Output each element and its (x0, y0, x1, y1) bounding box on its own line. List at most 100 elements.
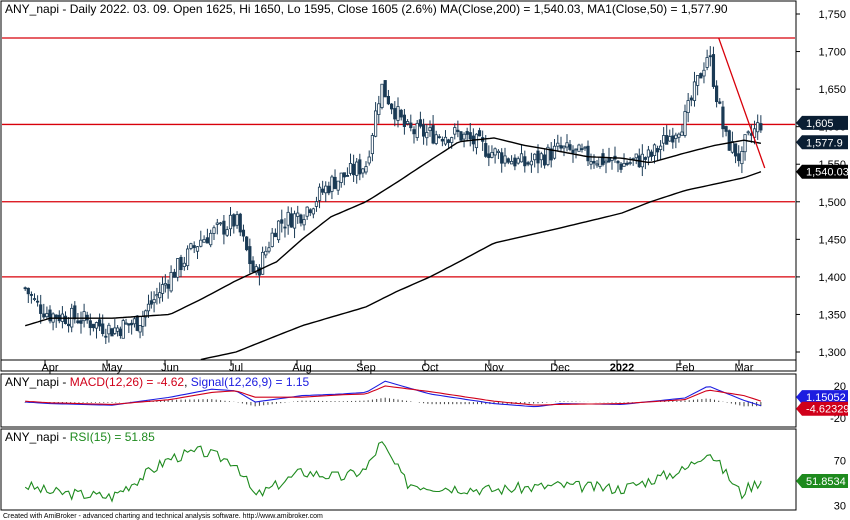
candle-up (336, 180, 340, 191)
candle-up (199, 239, 203, 247)
candle-up (628, 162, 632, 164)
macd-plot (24, 380, 762, 408)
candle-up (202, 239, 206, 243)
signal-badge-bg (796, 390, 848, 405)
candle-down (456, 129, 460, 132)
macd-y-tick-label: -20 (830, 413, 846, 425)
macd-ticker-label: ANY_napi (5, 375, 59, 389)
candle-down (418, 119, 423, 127)
candle-down (500, 152, 504, 164)
price-plot (2, 37, 795, 361)
candle-up (405, 121, 410, 125)
rsi-pane-frame (0, 428, 797, 511)
high-label: Hi 1650 (239, 2, 281, 16)
candle-up (235, 214, 239, 226)
candle-down (308, 209, 312, 214)
candle-down (586, 145, 590, 162)
candle-up (144, 310, 148, 318)
ma50-label: MA1(Close,50) = 1,577.90 (587, 2, 728, 16)
candle-up (155, 294, 159, 297)
candle-down (619, 163, 623, 170)
candle-down (251, 260, 255, 273)
candle-up (373, 110, 378, 137)
candle-down (91, 323, 95, 329)
macd-y-tick-label: 20 (834, 381, 846, 393)
candle-down (737, 153, 741, 162)
candle-down (580, 148, 584, 150)
candle-down (727, 130, 731, 151)
candle-down (543, 154, 547, 166)
rsi-badge-text: 51.8534 (806, 476, 846, 488)
ma200-badge: 1,540.03 (796, 164, 849, 179)
candle-down (321, 188, 325, 193)
x-tick-label: Mar (735, 362, 754, 374)
candle-up (462, 133, 466, 140)
candle-up (692, 81, 697, 101)
candle-down (733, 143, 738, 157)
candle-down (135, 315, 139, 331)
ma200-line (200, 171, 762, 361)
candle-up (94, 322, 99, 329)
candle-down (73, 305, 77, 320)
candle-down (487, 153, 491, 159)
candle-up (415, 122, 419, 138)
candle-up (696, 75, 700, 86)
candle-down (513, 157, 517, 167)
candle-up (380, 83, 384, 108)
candle-down (440, 139, 444, 142)
candle-down (205, 237, 209, 244)
candle-down (104, 335, 108, 338)
candle-up (503, 155, 507, 164)
ma200-badge-text: 1,540.03 (806, 167, 849, 179)
candle-up (305, 206, 309, 217)
candle-up (583, 146, 587, 149)
candle-down (484, 143, 488, 157)
candle-up (490, 152, 494, 158)
value-badges: 1,605 1,577.9 1,540.03 1.15052-4.62329 51.85… (796, 115, 849, 488)
candle-up (740, 151, 744, 165)
candle-up (296, 212, 300, 217)
candle-down (280, 219, 284, 224)
candle-up (702, 69, 706, 77)
candle-up (396, 106, 400, 121)
candle-up (209, 232, 213, 246)
candle-down (699, 73, 703, 79)
candle-up (680, 131, 684, 136)
candle-up (496, 150, 501, 153)
candle-down (383, 80, 387, 98)
candle-up (264, 250, 268, 256)
candle-down (402, 114, 407, 127)
candle-up (185, 248, 190, 267)
candle-down (523, 156, 527, 167)
candle-down (29, 294, 34, 296)
candle-down (76, 320, 80, 324)
candle-up (539, 153, 543, 161)
candle-up (225, 229, 229, 236)
candle-up (493, 148, 497, 156)
candle-down (342, 172, 346, 178)
signal-value-label: Signal(12,26,9) = 1.15 (191, 375, 310, 389)
candle-down (437, 136, 441, 139)
candle-down (536, 150, 540, 164)
candle-down (393, 108, 397, 120)
candle-up (163, 283, 167, 286)
candle-down (289, 213, 293, 228)
candle-down (592, 160, 596, 164)
candle-up (668, 136, 672, 142)
candle-down (238, 213, 242, 233)
x-tick-label: Feb (676, 362, 695, 374)
candle-up (730, 141, 735, 153)
rsi-value-label: RSI(15) = 51.85 (70, 430, 155, 444)
candle-down (526, 162, 530, 165)
candle-up (595, 163, 599, 166)
macd-badge-bg (796, 401, 848, 416)
candle-up (370, 135, 375, 155)
candle-up (324, 185, 328, 194)
candle-up (121, 320, 125, 339)
ma200-label: MA(Close,200) = 1,540.03 (440, 2, 581, 16)
x-tick-label: Oct (421, 362, 438, 374)
candle-up (529, 160, 534, 166)
candle-up (646, 149, 651, 158)
candle-down (625, 162, 629, 165)
candle-down (431, 125, 435, 144)
